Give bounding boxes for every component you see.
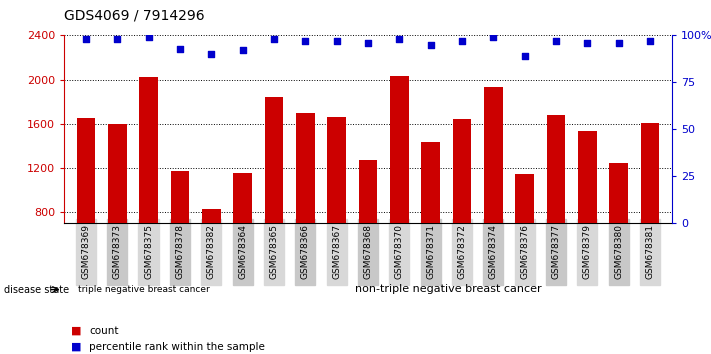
Bar xyxy=(139,77,158,300)
Bar xyxy=(609,164,628,300)
Point xyxy=(425,42,437,48)
Bar xyxy=(296,113,315,300)
Point xyxy=(205,51,217,57)
Bar xyxy=(547,115,565,300)
Bar xyxy=(578,131,597,300)
Text: ■: ■ xyxy=(71,342,82,352)
Bar xyxy=(484,87,503,300)
Text: non-triple negative breast cancer: non-triple negative breast cancer xyxy=(355,284,541,295)
Point xyxy=(582,40,593,46)
Point xyxy=(112,36,123,42)
Point xyxy=(519,53,530,59)
Point xyxy=(394,36,405,42)
Point xyxy=(174,46,186,51)
Bar xyxy=(77,118,95,300)
Bar xyxy=(108,124,127,300)
Point xyxy=(268,36,279,42)
Bar xyxy=(327,117,346,300)
Point xyxy=(143,34,154,40)
Bar xyxy=(421,142,440,300)
Point xyxy=(613,40,624,46)
Point xyxy=(456,38,468,44)
Bar xyxy=(452,119,471,300)
Point xyxy=(488,34,499,40)
Bar xyxy=(358,160,378,300)
Text: percentile rank within the sample: percentile rank within the sample xyxy=(89,342,264,352)
Point xyxy=(331,38,342,44)
Point xyxy=(363,40,374,46)
Point xyxy=(80,36,92,42)
Point xyxy=(644,38,656,44)
Text: count: count xyxy=(89,326,118,336)
Bar xyxy=(264,97,284,300)
Text: disease state: disease state xyxy=(4,285,69,295)
Point xyxy=(237,47,248,53)
Text: GDS4069 / 7914296: GDS4069 / 7914296 xyxy=(64,9,205,23)
Point xyxy=(299,38,311,44)
Bar xyxy=(171,171,189,300)
Point xyxy=(550,38,562,44)
Text: triple negative breast cancer: triple negative breast cancer xyxy=(78,285,210,294)
Bar xyxy=(390,76,409,300)
Bar xyxy=(202,209,220,300)
Bar xyxy=(515,175,534,300)
Bar xyxy=(641,122,659,300)
Bar xyxy=(233,173,252,300)
Text: ■: ■ xyxy=(71,326,82,336)
